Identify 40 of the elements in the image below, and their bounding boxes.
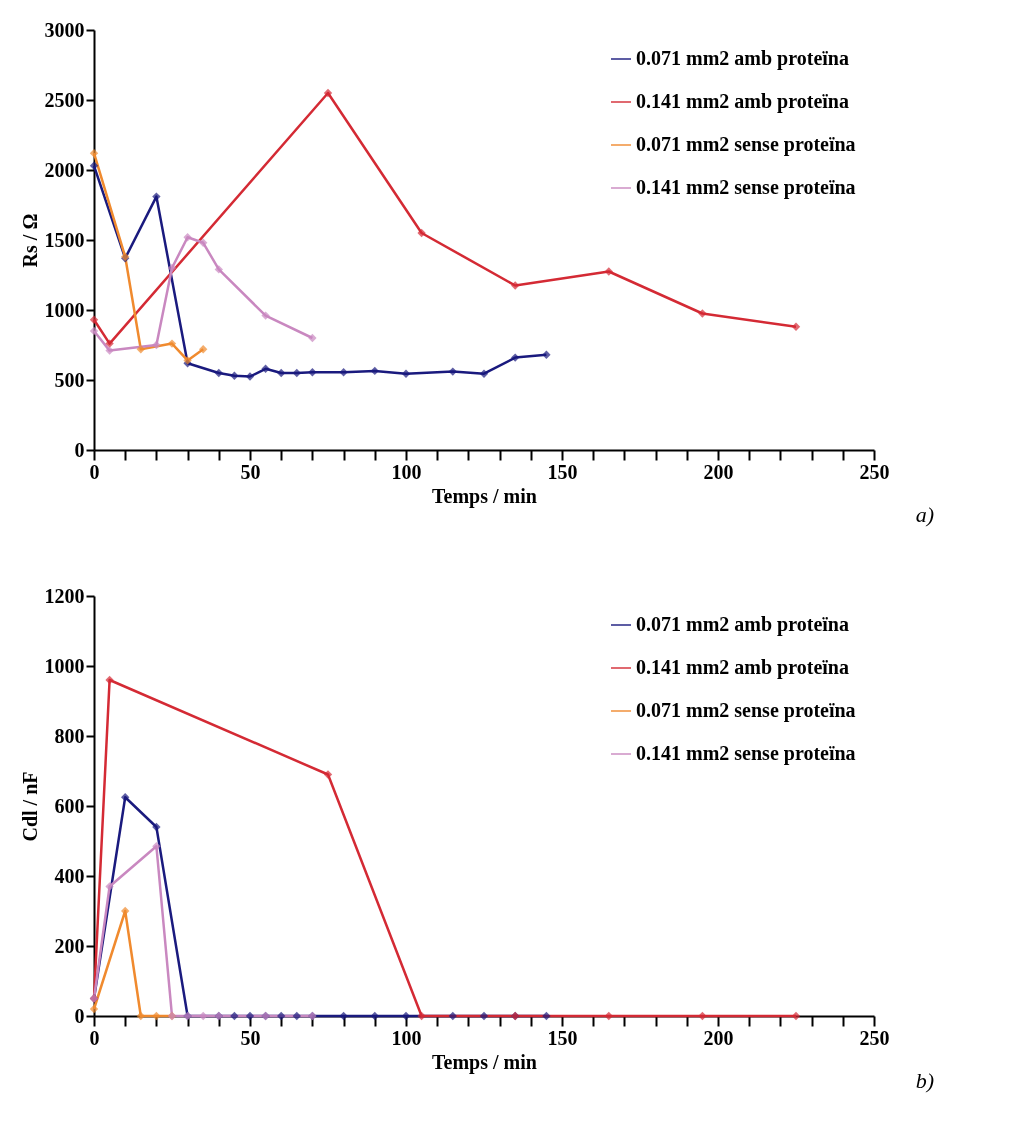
x-tick-label: 100 <box>391 1026 422 1049</box>
x-tick-label: 100 <box>391 460 422 483</box>
legend-label: 0.141 mm2 sense proteïna <box>636 742 856 765</box>
x-tick-label: 0 <box>89 1026 100 1049</box>
x-axis-title: Temps / min <box>432 484 537 508</box>
y-tick-label: 0 <box>74 438 85 461</box>
x-tick-label: 50 <box>240 460 261 483</box>
y-axis-title: Cdl / nF <box>18 771 41 842</box>
y-tick-label: 1000 <box>44 298 85 321</box>
x-tick-label: 250 <box>859 1026 890 1049</box>
legend-label: 0.141 mm2 amb proteïna <box>636 656 849 679</box>
x-tick-label: 200 <box>703 460 734 483</box>
legend-label: 0.071 mm2 sense proteïna <box>636 699 856 722</box>
x-tick-label: 0 <box>89 460 100 483</box>
y-tick-label: 2000 <box>44 158 85 181</box>
y-tick-label: 0 <box>74 1004 85 1027</box>
y-axis-title: Rs / Ω <box>18 213 41 268</box>
y-tick-label: 1000 <box>44 654 85 677</box>
legend-label: 0.141 mm2 amb proteïna <box>636 90 849 113</box>
y-tick-label: 600 <box>54 794 85 817</box>
x-tick-label: 250 <box>859 460 890 483</box>
y-tick-label: 1200 <box>44 584 85 607</box>
y-tick-label: 200 <box>54 934 85 957</box>
x-tick-label: 150 <box>547 1026 578 1049</box>
legend-label: 0.071 mm2 amb proteïna <box>636 613 849 636</box>
x-tick-label: 150 <box>547 460 578 483</box>
x-tick-label: 50 <box>240 1026 261 1049</box>
y-tick-label: 3000 <box>44 18 85 41</box>
y-tick-label: 1500 <box>44 228 85 251</box>
legend-label: 0.071 mm2 amb proteïna <box>636 47 849 70</box>
y-tick-label: 500 <box>54 368 85 391</box>
y-tick-label: 2500 <box>44 88 85 111</box>
legend-label: 0.141 mm2 sense proteïna <box>636 176 856 199</box>
x-axis-title: Temps / min <box>432 1050 537 1074</box>
text: a) <box>915 502 934 527</box>
x-tick-label: 200 <box>703 1026 734 1049</box>
text: b) <box>915 1068 934 1093</box>
legend-label: 0.071 mm2 sense proteïna <box>636 133 856 156</box>
y-tick-label: 800 <box>54 724 85 747</box>
y-tick-label: 400 <box>54 864 85 887</box>
